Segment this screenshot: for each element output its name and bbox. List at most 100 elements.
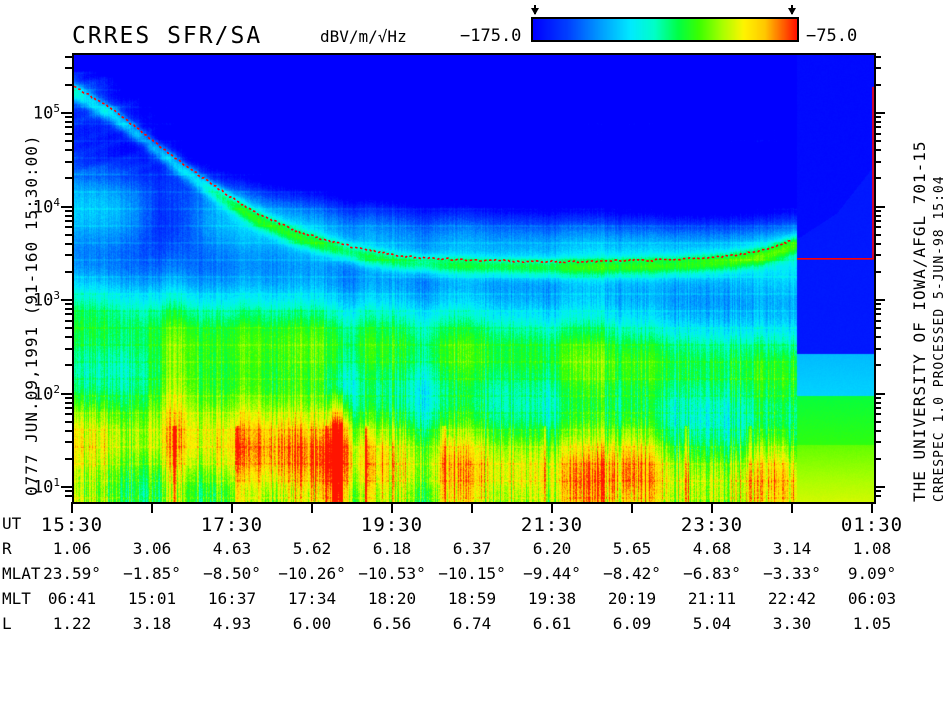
right-axis-minor-tick [874, 121, 881, 124]
y-axis-label-1e3: 103 [32, 289, 60, 311]
x-axis-tick [71, 502, 73, 513]
right-axis-minor-tick [874, 327, 881, 330]
right-axis-minor-tick [874, 242, 881, 245]
right-axis-minor-tick [874, 401, 881, 404]
y-axis-minor-tick [65, 132, 72, 135]
ephemeris-cell: −8.50° [203, 564, 261, 583]
y-axis-minor-tick [65, 303, 72, 306]
right-axis-major-tick [874, 205, 885, 208]
ephemeris-cell: 3.18 [132, 614, 172, 633]
right-axis-minor-tick [874, 226, 881, 229]
y-axis-major-tick [61, 112, 72, 114]
ephemeris-cell: −10.26° [278, 564, 346, 583]
y-axis-minor-tick [65, 308, 72, 311]
y-axis-minor-tick [65, 336, 72, 339]
ephemeris-cell: 3.14 [772, 539, 812, 558]
y-axis-major-tick [61, 299, 72, 301]
gyrofrequency-trace-solid [797, 86, 874, 260]
right-axis-minor-tick [874, 254, 881, 257]
ephemeris-cell: 4.93 [212, 614, 252, 633]
ephemeris-cell: 18:20 [367, 589, 417, 608]
page-title: CRRES SFR/SA [72, 23, 263, 49]
ephemeris-cell: −8.42° [603, 564, 661, 583]
y-axis-minor-tick [65, 149, 72, 152]
x-axis-tick [311, 502, 313, 513]
right-axis-minor-tick [874, 308, 881, 311]
y-axis-major-tick [61, 486, 72, 488]
y-axis-minor-tick [65, 396, 72, 399]
ephemeris-cell: −9.44° [523, 564, 581, 583]
ephemeris-cell: 6.61 [532, 614, 572, 633]
spectrogram-image [74, 55, 874, 502]
y-axis-minor-tick [65, 160, 72, 163]
right-axis-minor-tick [874, 303, 881, 306]
y-axis-minor-tick [65, 55, 72, 58]
ephemeris-cell: 17:30 [200, 514, 264, 536]
gyrofrequency-overlay [74, 85, 874, 264]
ephemeris-row-label: MLAT [2, 564, 41, 583]
ephemeris-row-mlat: MLAT 23.59° −1.85° −8.50° −10.26° −10.53° −10.… [0, 564, 945, 589]
y-axis-label-1e4: 104 [32, 195, 60, 218]
y-axis-minor-tick [65, 401, 72, 404]
y-axis-label-1e5: 105 [32, 102, 60, 124]
right-axis-minor-tick [874, 441, 881, 444]
right-axis-minor-tick [874, 219, 881, 222]
y-axis-minor-tick [65, 140, 72, 143]
ephemeris-cell: 6.00 [292, 614, 332, 633]
y-axis-major-tick [61, 392, 72, 395]
y-axis-minor-tick [65, 242, 72, 245]
ephemeris-cell: 6.20 [532, 539, 572, 558]
x-axis-tick [631, 502, 633, 513]
x-axis-tick [871, 502, 873, 513]
ephemeris-row-label: UT [2, 514, 22, 533]
ephemeris-cell: 15:30 [40, 514, 104, 536]
colorbar-units-label: dBV/m/√Hz [320, 27, 407, 46]
right-axis-minor-tick [874, 429, 881, 432]
y-axis-minor-tick [65, 364, 72, 367]
ephemeris-cell: 6.09 [612, 614, 652, 633]
ephemeris-cell: 3.06 [132, 539, 172, 558]
ephemeris-cell: −6.83° [683, 564, 741, 583]
ephemeris-row-ut: UT 15:30 17:30 19:30 21:30 23:30 01:30 [0, 514, 945, 539]
ephemeris-cell: 6.37 [452, 539, 492, 558]
ephemeris-row-label: R [2, 539, 12, 558]
y-axis-minor-tick [65, 209, 72, 212]
colorbar-max-label: −75.0 [806, 26, 858, 46]
ephemeris-cell: −10.53° [358, 564, 426, 583]
right-axis-minor-tick [874, 457, 881, 460]
ephemeris-cell: 01:30 [840, 514, 904, 536]
ephemeris-cell: 19:38 [527, 589, 577, 608]
ephemeris-cell: 1.08 [852, 539, 892, 558]
right-axis-minor-tick [874, 160, 881, 163]
ephemeris-cell: 4.68 [692, 539, 732, 558]
ephemeris-cell: 6.56 [372, 614, 412, 633]
y-axis-minor-tick [65, 226, 72, 229]
ephemeris-cell: 5.62 [292, 539, 332, 558]
right-axis-minor-tick [874, 319, 881, 322]
ephemeris-cell: 21:30 [520, 514, 584, 536]
right-axis-minor-tick [874, 55, 881, 58]
ephemeris-cell: 5.04 [692, 614, 732, 633]
ephemeris-cell: 18:59 [447, 589, 497, 608]
ephemeris-cell: 1.06 [52, 539, 92, 558]
ephemeris-cell: 1.22 [52, 614, 92, 633]
right-axis-minor-tick [874, 495, 881, 498]
x-axis-tick [551, 502, 553, 513]
y-axis-major-tick [61, 205, 72, 208]
y-axis-minor-tick [65, 126, 72, 129]
y-axis-minor-tick [65, 441, 72, 444]
y-axis-minor-tick [65, 327, 72, 330]
y-axis-minor-tick [65, 214, 72, 217]
ephemeris-cell: 3.30 [772, 614, 812, 633]
y-axis-minor-tick [65, 413, 72, 416]
y-axis-minor-tick [65, 67, 72, 70]
y-axis-minor-tick [65, 319, 72, 322]
y-axis-minor-tick [65, 270, 72, 273]
right-axis-minor-tick [874, 67, 881, 70]
right-axis-major-tick [874, 392, 885, 395]
ephemeris-cell: 6.74 [452, 614, 492, 633]
ephemeris-cell: 23.59° [43, 564, 101, 583]
right-axis-major-tick [874, 486, 885, 488]
ephemeris-cell: 21:11 [687, 589, 737, 608]
right-side-institution-label: THE UNIVERSITY OF IOWA/AFGL 701-15 [910, 140, 929, 502]
